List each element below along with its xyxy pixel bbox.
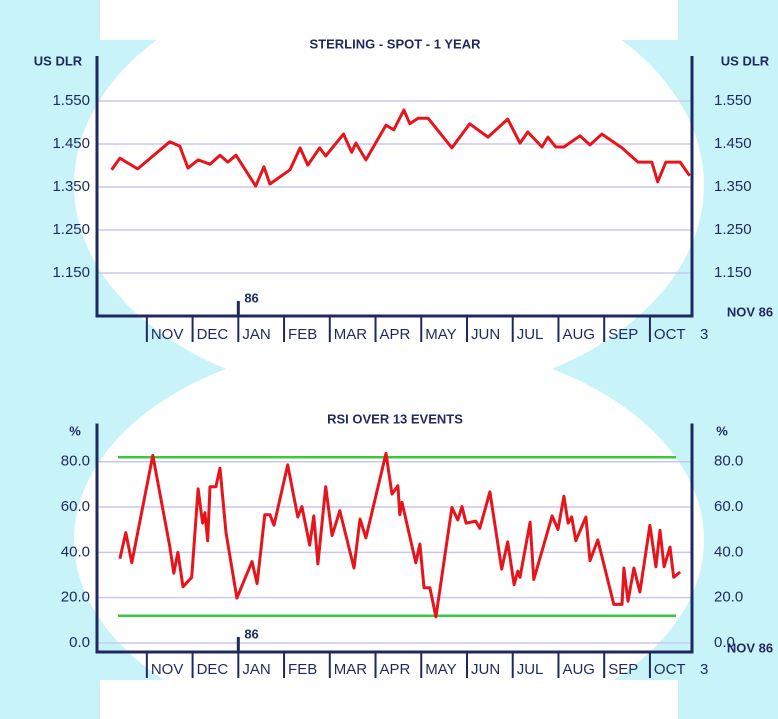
y-tick-label-right: 0.0 bbox=[714, 634, 735, 651]
x-tick-label: FEB bbox=[288, 326, 317, 343]
x-tick-label: JUN bbox=[471, 661, 500, 678]
y-tick-label-right: 40.0 bbox=[714, 543, 743, 560]
axis-frame bbox=[95, 423, 694, 654]
year-label: 86 bbox=[244, 626, 258, 641]
end-label: 3 bbox=[700, 326, 708, 343]
y-axis-label-right: % bbox=[716, 423, 728, 438]
x-tick-label: APR bbox=[380, 661, 411, 678]
y-tick-label: 60.0 bbox=[61, 498, 90, 515]
year-label: 86 bbox=[244, 290, 258, 305]
x-tick-label: MAY bbox=[425, 661, 456, 678]
y-tick-label-right: 1.550 bbox=[714, 92, 752, 109]
x-tick-label: NOV bbox=[151, 326, 184, 343]
x-tick-label: DEC bbox=[197, 661, 229, 678]
x-tick-label: SEP bbox=[608, 661, 638, 678]
y-tick-label: 1.150 bbox=[52, 264, 90, 281]
x-tick-label: APR bbox=[380, 326, 411, 343]
x-tick-label: MAR bbox=[334, 661, 368, 678]
x-tick-label: AUG bbox=[562, 661, 595, 678]
panel-backdrop bbox=[74, 340, 704, 719]
x-tick-label: JUL bbox=[517, 326, 544, 343]
x-tick-label: NOV bbox=[151, 661, 184, 678]
panel-backdrop bbox=[100, 0, 678, 40]
x-tick-label: JAN bbox=[242, 661, 270, 678]
x-tick-label: MAY bbox=[425, 326, 456, 343]
y-tick-label: 1.350 bbox=[52, 178, 90, 195]
panel-backdrop bbox=[100, 680, 678, 719]
y-tick-label-right: 80.0 bbox=[714, 453, 743, 470]
data-line bbox=[118, 451, 682, 619]
x-tick-label: JUN bbox=[471, 326, 500, 343]
chart-title: STERLING - SPOT - 1 YEAR bbox=[310, 36, 482, 51]
y-tick-label: 1.550 bbox=[52, 92, 90, 109]
y-tick-label: 1.250 bbox=[52, 221, 90, 238]
y-axis-label-right: US DLR bbox=[721, 53, 770, 68]
y-tick-label-right: 1.350 bbox=[714, 178, 752, 195]
x-tick-label: OCT bbox=[654, 661, 686, 678]
data-line bbox=[110, 108, 691, 188]
x-tick-label: OCT bbox=[654, 326, 686, 343]
x-tick-label: MAR bbox=[334, 326, 368, 343]
y-tick-label-right: 1.450 bbox=[714, 135, 752, 152]
y-tick-label: 40.0 bbox=[61, 543, 90, 560]
y-tick-label: 1.450 bbox=[52, 135, 90, 152]
x-tick-label: JAN bbox=[242, 326, 270, 343]
y-tick-label-right: 1.150 bbox=[714, 264, 752, 281]
axis-frame bbox=[95, 56, 694, 318]
y-axis-label: US DLR bbox=[34, 53, 83, 68]
end-note: NOV 86 bbox=[727, 640, 773, 655]
y-tick-label: 80.0 bbox=[61, 453, 90, 470]
x-tick-label: AUG bbox=[562, 326, 595, 343]
chart-title: RSI OVER 13 EVENTS bbox=[327, 411, 463, 426]
panel-backdrop bbox=[74, 0, 704, 400]
y-tick-label: 20.0 bbox=[61, 589, 90, 606]
x-tick-label: SEP bbox=[608, 326, 638, 343]
y-tick-label: 0.0 bbox=[69, 634, 90, 651]
y-tick-label-right: 1.250 bbox=[714, 221, 752, 238]
end-note: NOV 86 bbox=[727, 304, 773, 319]
x-tick-label: DEC bbox=[197, 326, 229, 343]
end-label: 3 bbox=[700, 661, 708, 678]
y-axis-label: % bbox=[69, 423, 81, 438]
y-tick-label-right: 20.0 bbox=[714, 589, 743, 606]
x-tick-label: FEB bbox=[288, 661, 317, 678]
y-tick-label-right: 60.0 bbox=[714, 498, 743, 515]
x-tick-label: JUL bbox=[517, 661, 544, 678]
